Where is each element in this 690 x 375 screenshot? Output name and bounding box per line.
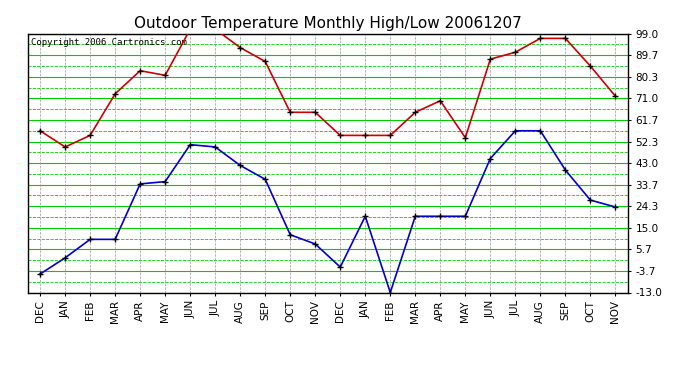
- Text: Copyright 2006 Cartronics.com: Copyright 2006 Cartronics.com: [30, 38, 186, 46]
- Title: Outdoor Temperature Monthly High/Low 20061207: Outdoor Temperature Monthly High/Low 200…: [134, 16, 522, 31]
